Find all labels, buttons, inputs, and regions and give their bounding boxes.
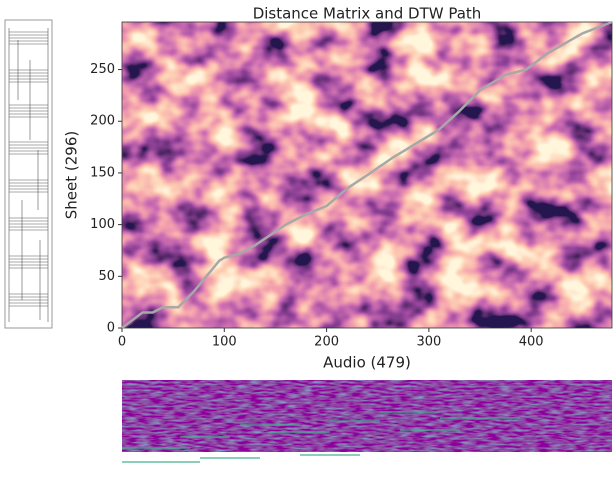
sheet-thumbnail bbox=[4, 19, 53, 329]
dtw-path bbox=[121, 20, 613, 329]
y-tick-label: 100 bbox=[90, 217, 115, 232]
x-tick-label: 400 bbox=[519, 335, 544, 350]
chart-title: Distance Matrix and DTW Path bbox=[253, 5, 482, 23]
y-tick-label: 200 bbox=[90, 114, 115, 129]
y-tick-label: 150 bbox=[90, 165, 115, 180]
x-tick-label: 0 bbox=[118, 335, 126, 350]
plot-frame bbox=[121, 21, 613, 329]
spectrogram bbox=[122, 380, 612, 463]
x-tick-label: 200 bbox=[314, 335, 339, 350]
y-tick-label: 250 bbox=[90, 62, 115, 77]
x-tick-label: 100 bbox=[212, 335, 237, 350]
x-axis-label: Audio (479) bbox=[323, 354, 411, 372]
y-tick-label: 50 bbox=[98, 269, 115, 284]
x-tick-label: 300 bbox=[416, 335, 441, 350]
y-axis-label: Sheet (296) bbox=[63, 131, 81, 219]
y-tick-label: 0 bbox=[107, 321, 115, 336]
